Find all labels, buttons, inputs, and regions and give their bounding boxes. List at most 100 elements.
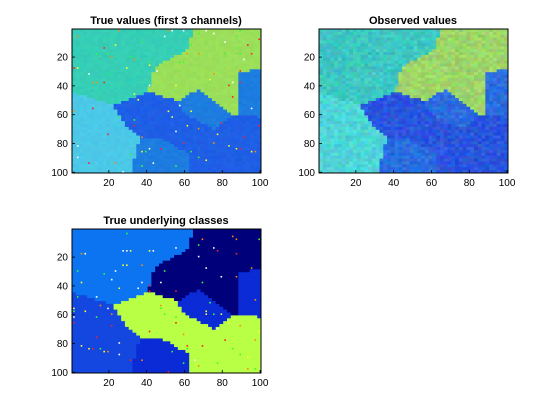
x-tick-label: 40 [388, 178, 400, 189]
speckle-pixel [167, 370, 170, 373]
speckle-pixel [73, 110, 75, 113]
speckle-pixel [231, 81, 234, 84]
speckle-pixel [171, 29, 174, 32]
speckle-pixel [160, 304, 162, 307]
speckle-pixel [107, 307, 109, 310]
speckle-pixel [201, 345, 204, 347]
x-tick-label: 20 [350, 178, 362, 189]
axis-ticks: 20 40 60 80 100 20 40 60 80 100 [51, 253, 269, 389]
speckle-pixel [197, 127, 200, 130]
speckle-pixel [228, 322, 230, 324]
speckle-pixel [254, 150, 257, 153]
speckle-pixel [84, 310, 87, 313]
speckle-pixel [163, 270, 166, 272]
y-tick-label: 100 [298, 168, 315, 179]
speckle-pixel [141, 136, 143, 139]
speckle-pixel [171, 298, 174, 301]
speckle-pixel [88, 73, 90, 75]
speckle-pixel [133, 119, 136, 121]
speckle-pixel [122, 170, 124, 173]
speckle-pixel [239, 52, 242, 55]
speckle-pixel [239, 147, 242, 150]
speckle-pixel [178, 104, 181, 107]
speckle-pixel [231, 96, 234, 98]
speckle-pixel [212, 32, 215, 35]
speckle-pixel [141, 41, 143, 43]
subplot-observed-values: Observed values 20 40 60 80 100 20 40 60 80 100 [298, 15, 516, 189]
speckle-pixel [148, 284, 151, 287]
x-tick-label: 60 [426, 178, 438, 189]
speckle-pixel [254, 368, 257, 370]
speckle-pixel [205, 159, 208, 162]
x-tick-label: 100 [252, 178, 269, 189]
speckle-pixel [212, 313, 215, 315]
speckle-pixel [92, 107, 94, 110]
speckle-pixel [148, 84, 151, 87]
speckle-pixel [152, 250, 155, 252]
speckle-pixel [216, 362, 219, 364]
y-tick-label: 20 [304, 53, 316, 64]
speckle-pixel [231, 235, 234, 238]
speckle-pixel [205, 310, 208, 313]
speckle-pixel [250, 150, 253, 153]
speckle-pixel [129, 55, 132, 58]
speckle-pixel [133, 93, 136, 95]
speckle-pixel [186, 345, 189, 347]
speckle-pixel [76, 156, 79, 159]
y-tick-label: 60 [57, 310, 69, 321]
y-tick-label: 100 [51, 368, 68, 379]
speckle-pixel [212, 142, 215, 144]
speckle-pixel [76, 270, 79, 272]
speckle-pixel [258, 124, 260, 127]
speckle-pixel [133, 58, 136, 61]
axes-frame [318, 28, 509, 174]
speckle-pixel [224, 41, 226, 43]
speckle-pixel [186, 52, 189, 55]
speckle-pixel [122, 264, 124, 267]
speckle-pixel [258, 330, 260, 333]
speckle-pixel [73, 322, 75, 324]
speckle-pixel [122, 250, 124, 252]
speckle-pixel [197, 255, 200, 258]
axis-ticks: 20 40 60 80 100 20 40 60 80 100 [51, 53, 269, 189]
speckle-pixel [231, 347, 234, 350]
speckle-pixel [182, 142, 185, 144]
speckle-pixel [167, 110, 170, 113]
speckle-pixel [95, 336, 98, 339]
chart-title: Observed values [369, 15, 457, 27]
chart-title: True values (first 3 channels) [90, 15, 242, 27]
speckle-pixel [182, 333, 185, 336]
speckle-pixel [129, 153, 132, 156]
speckle-pixel [167, 29, 170, 32]
y-tick-label: 20 [57, 53, 69, 64]
speckle-pixel [137, 287, 139, 290]
speckle-pixel [254, 339, 257, 341]
speckle-pixel [133, 124, 136, 127]
speckle-pixel [224, 52, 226, 55]
speckle-pixel [190, 150, 192, 153]
speckle-pixel [239, 353, 242, 356]
speckle-pixel [99, 347, 102, 350]
speckle-pixel [114, 162, 117, 164]
speckle-pixel [110, 278, 113, 281]
axes-frame [71, 228, 262, 374]
speckle-pixel [201, 281, 204, 284]
heatmap-image [72, 229, 262, 374]
speckle-pixel [114, 270, 117, 272]
y-tick-label: 60 [304, 110, 316, 121]
speckle-pixel [250, 52, 253, 55]
speckle-pixel [160, 147, 162, 150]
speckle-pixel [103, 273, 105, 275]
speckle-pixel [84, 252, 87, 255]
speckle-pixel [110, 324, 113, 327]
subplot-true-values: True values (first 3 channels) 20 40 60 80 1… [51, 15, 269, 189]
speckle-pixel [197, 32, 200, 35]
speckle-pixel [73, 307, 75, 310]
speckle-pixel [103, 350, 105, 353]
speckle-pixel [190, 44, 192, 46]
speckle-pixel [107, 73, 109, 75]
speckle-pixel [224, 339, 226, 341]
speckle-pixel [163, 35, 166, 38]
x-tick-label: 40 [141, 178, 153, 189]
speckle-pixel [243, 58, 245, 61]
